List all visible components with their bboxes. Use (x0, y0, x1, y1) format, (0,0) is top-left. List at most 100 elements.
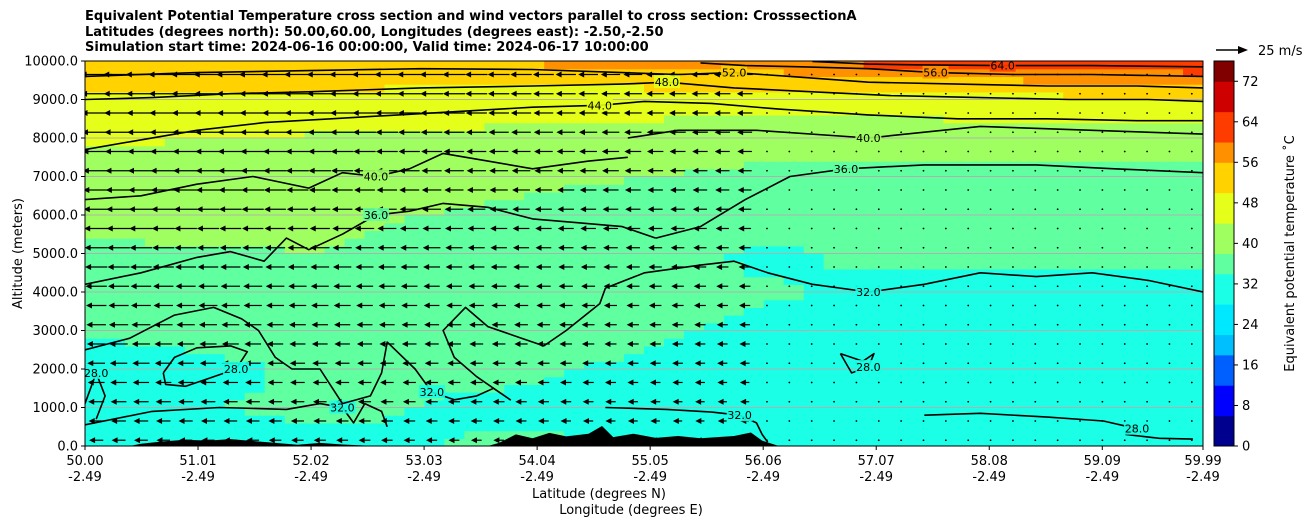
field-cell (444, 130, 465, 139)
field-cell (504, 284, 525, 293)
wind-vector (1146, 92, 1148, 95)
wind-vector-head (668, 90, 675, 97)
field-cell (1183, 276, 1203, 285)
field-cell (1003, 245, 1024, 255)
field-cell (883, 253, 905, 262)
wind-vector-head (602, 186, 609, 193)
field-cell (1163, 399, 1184, 409)
field-cell (164, 199, 186, 208)
field-cell (983, 199, 1004, 208)
field-cell (923, 261, 945, 270)
wind-vector (1123, 208, 1126, 211)
wind-vector (900, 343, 903, 345)
field-cell (424, 438, 445, 446)
wind-vector-head (580, 263, 587, 270)
field-cell (384, 415, 406, 424)
wind-vector-head (649, 321, 656, 328)
field-cell (1063, 330, 1084, 339)
field-cell (424, 245, 445, 255)
field-cell (644, 61, 665, 70)
field-cell (1103, 422, 1124, 432)
field-cell (224, 245, 246, 255)
field-cell (384, 61, 406, 70)
field-cell (344, 230, 366, 239)
field-cell (1103, 230, 1124, 239)
field-cell (1083, 230, 1104, 239)
field-cell (504, 145, 525, 154)
field-cell (1063, 384, 1084, 393)
field-cell (104, 292, 126, 301)
y-tick-label: 4000.0 (33, 286, 79, 301)
wind-vector (833, 381, 835, 384)
wind-vector-head (288, 283, 295, 290)
field-cell (663, 261, 685, 270)
wind-vector (1101, 112, 1104, 114)
field-cell (1143, 322, 1164, 332)
field-cell (703, 245, 725, 255)
field-cell (404, 153, 425, 162)
field-cell (923, 322, 945, 332)
field-cell (85, 392, 106, 401)
wind-vector-head (268, 437, 275, 444)
field-cell (284, 253, 306, 262)
quiver-key-arrowhead (1238, 46, 1248, 54)
wind-vector-head (105, 186, 112, 193)
colorbar-segment (1214, 223, 1234, 234)
wind-vector-head (357, 398, 364, 405)
field-cell (763, 261, 785, 270)
field-cell (703, 392, 725, 401)
wind-vector-head (151, 225, 158, 232)
field-cell (264, 238, 286, 247)
field-cell (843, 361, 865, 370)
field-cell (883, 76, 905, 85)
field-cell (803, 399, 825, 409)
wind-vector (877, 400, 880, 403)
wind-vector (766, 304, 768, 307)
field-cell (1143, 268, 1164, 278)
field-cell (184, 261, 206, 270)
wind-vector-head (670, 186, 677, 193)
field-cell (264, 268, 286, 278)
field-cell (1083, 399, 1104, 409)
wind-vector-head (244, 340, 251, 347)
field-cell (224, 61, 246, 70)
wind-vector-head (309, 206, 316, 213)
wind-vector-head (624, 186, 631, 193)
field-cell (85, 407, 106, 416)
wind-vector (1123, 266, 1126, 268)
wind-vector (1101, 343, 1104, 345)
field-cell (564, 353, 585, 362)
field-cell (783, 199, 805, 208)
field-cell (224, 307, 246, 316)
field-cell (104, 392, 126, 401)
field-cell (85, 307, 106, 316)
wind-vector (855, 73, 858, 76)
wind-vector-head (582, 379, 589, 386)
wind-vector-head (511, 129, 518, 136)
field-cell (703, 222, 725, 231)
field-cell (224, 114, 246, 124)
x-tick-label-longitude: -2.49 (68, 470, 102, 485)
field-cell (983, 145, 1004, 154)
field-cell (703, 369, 725, 378)
field-cell (424, 122, 445, 131)
field-cell (544, 114, 565, 124)
field-cell (863, 215, 885, 224)
field-cell (903, 130, 925, 139)
wind-vector (922, 420, 925, 422)
field-cell (604, 168, 625, 178)
wind-vector (1146, 150, 1148, 153)
field-cell (104, 284, 126, 293)
wind-vector-head (311, 321, 318, 328)
wind-vector-head (198, 321, 205, 328)
field-cell (683, 253, 705, 262)
wind-vector (1079, 131, 1081, 134)
wind-vector-head (310, 263, 317, 270)
wind-vector (855, 150, 858, 153)
field-cell (264, 207, 286, 216)
field-cell (723, 199, 745, 208)
field-cell (104, 330, 126, 339)
field-cell (564, 107, 585, 116)
colorbar-segment (1214, 314, 1234, 325)
wind-vector (1034, 285, 1037, 288)
